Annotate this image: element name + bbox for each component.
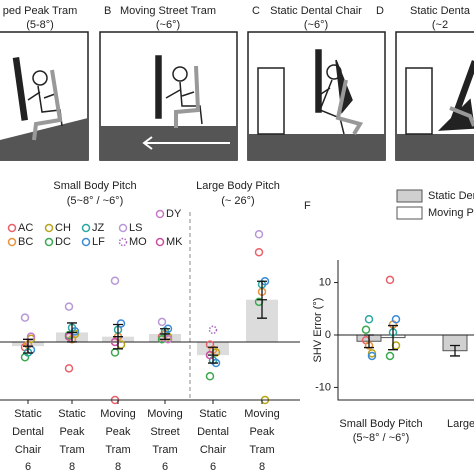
y-tick-label: 10 <box>319 276 331 288</box>
subject-point <box>208 325 218 335</box>
panel-subtitle: (~6°) <box>304 19 328 31</box>
n-label: 8 <box>259 461 265 473</box>
illustration-a <box>0 31 89 161</box>
subject-point <box>254 247 264 257</box>
illustration-b <box>99 31 238 161</box>
subject-point <box>157 317 167 327</box>
error-bar <box>23 338 33 354</box>
y-tick-label: -10 <box>315 381 331 393</box>
n-label: 6 <box>25 461 31 473</box>
error-bar <box>364 334 374 349</box>
legend-label: Moving Pe <box>428 207 474 219</box>
panel-title: Moving Street Tram <box>120 5 216 17</box>
group-title: Small Body Pitch <box>53 180 136 192</box>
group-title: Large Body Pitch <box>196 180 280 192</box>
x-tick-label: Large <box>447 418 474 430</box>
x-tick-label: Moving Street Tram <box>147 408 182 456</box>
legend-swatch <box>81 223 91 233</box>
legend-label: AC <box>18 222 33 234</box>
legend-label: LS <box>129 222 142 234</box>
panel-letter: F <box>304 200 311 212</box>
subject-point <box>391 315 401 324</box>
subject-point <box>367 351 377 361</box>
legend-swatch <box>396 189 423 203</box>
n-label: 6 <box>162 461 168 473</box>
subject-point <box>110 276 120 285</box>
error-bar <box>388 324 398 351</box>
subject-point <box>64 302 74 311</box>
legend-swatch <box>44 237 54 247</box>
legend-swatch <box>155 237 165 247</box>
subject-point <box>361 325 371 334</box>
y-tick-label: 0 <box>325 329 331 341</box>
legend-swatch <box>118 237 128 247</box>
legend-label: BC <box>18 236 33 248</box>
x-tick-label: Moving Peak Tram <box>100 408 135 456</box>
panel-letter: C <box>252 5 260 17</box>
legend-swatch <box>44 223 54 233</box>
subject-point <box>205 372 215 381</box>
legend-swatch <box>81 237 91 247</box>
legend-label: CH <box>55 222 71 234</box>
legend-label: DC <box>55 236 71 248</box>
group-subtitle: (5~8° / ~6°) <box>67 195 124 207</box>
n-label: 8 <box>69 461 75 473</box>
legend-label: JZ <box>92 222 105 234</box>
panel-title: Static Dental Chair <box>270 5 362 17</box>
legend-label: DY <box>166 208 182 220</box>
subject-point <box>116 319 126 328</box>
y-axis-label: SHV Error (°) <box>312 298 324 363</box>
legend-swatch <box>7 237 17 247</box>
legend-label: MK <box>166 236 183 248</box>
illustration-c <box>247 31 386 161</box>
n-label: 8 <box>115 461 121 473</box>
axes <box>337 260 474 401</box>
subject-point <box>364 315 374 324</box>
x-tick-label: Small Body Pitch (5~8° / ~6°) <box>339 418 422 444</box>
subject-point <box>26 332 36 341</box>
error-bar <box>160 328 170 340</box>
x-tick-label: Static Dental Chair <box>12 408 44 456</box>
panel-letter: D <box>376 5 384 17</box>
panel-title: Static Denta <box>410 5 471 17</box>
panel-subtitle: (5-8°) <box>26 19 54 31</box>
panel-title: ped Peak Tram <box>3 5 78 17</box>
legend-label: LF <box>92 236 105 248</box>
panel-subtitle: (~2 <box>432 19 448 31</box>
error-bar <box>450 344 460 357</box>
subject-point <box>385 275 395 285</box>
x-tick-label: Static Dental Chair <box>197 408 229 456</box>
panel-subtitle: (~6°) <box>156 19 180 31</box>
x-tick-label: Static Peak Tram <box>58 408 86 456</box>
x-tick-label: Moving Peak Tram <box>244 408 279 456</box>
panel-letter: B <box>104 5 111 17</box>
error-bar <box>67 322 77 343</box>
subject-point <box>20 313 30 322</box>
group-subtitle: (~ 26°) <box>221 195 254 207</box>
legend-swatch <box>118 223 128 233</box>
subject-point <box>110 348 120 357</box>
error-bar <box>208 346 218 364</box>
legend-swatch <box>155 209 165 219</box>
subject-point <box>254 230 264 239</box>
error-bar <box>113 323 123 350</box>
illustration-d <box>395 31 474 161</box>
subject-point <box>367 349 377 358</box>
subject-point <box>385 351 395 361</box>
legend-label: MO <box>129 236 147 248</box>
legend-label: Static Den <box>428 190 474 202</box>
legend-swatch <box>396 206 423 220</box>
error-bar <box>257 280 267 319</box>
n-label: 6 <box>210 461 216 473</box>
subject-point <box>64 364 74 373</box>
legend-swatch <box>7 223 17 233</box>
